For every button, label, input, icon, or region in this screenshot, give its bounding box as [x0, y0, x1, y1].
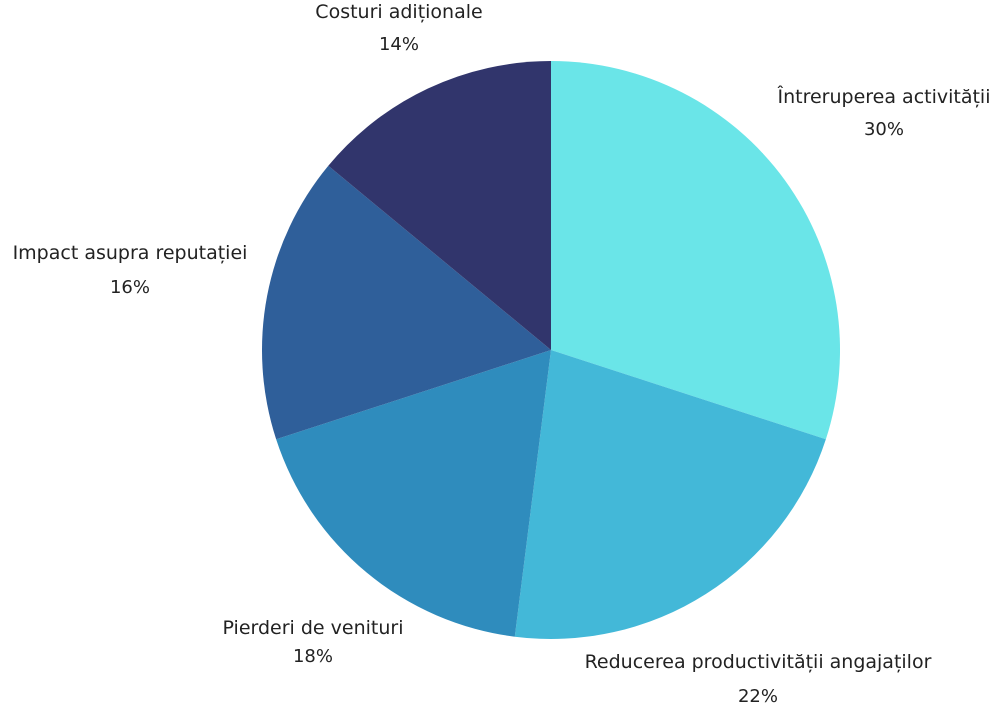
pie-slice-5 — [328, 61, 551, 350]
slice-label-name-4: Impact asupra reputației — [13, 242, 248, 264]
labels-layer: Întreruperea activității 30% Reducerea pro… — [13, 1, 991, 704]
slice-label-pct-1: 30% — [864, 119, 904, 140]
slice-label-pct-3: 18% — [293, 646, 333, 667]
slice-label-name-3: Pierderi de venituri — [223, 617, 404, 639]
pie-slice-3 — [276, 350, 551, 637]
slice-label-name-2: Reducerea productivității angajaților — [585, 651, 932, 673]
slice-label-pct-4: 16% — [110, 277, 150, 298]
slice-label-pct-2: 22% — [738, 686, 778, 704]
pie-slice-1 — [551, 61, 841, 440]
slices-layer — [261, 61, 841, 639]
slice-label-pct-5: 14% — [379, 34, 419, 55]
pie-slice-2 — [514, 350, 826, 639]
slice-label-name-5: Costuri adiționale — [315, 1, 482, 23]
pie-slice-4 — [261, 165, 551, 440]
slice-label-name-1: Întreruperea activității — [777, 85, 991, 108]
